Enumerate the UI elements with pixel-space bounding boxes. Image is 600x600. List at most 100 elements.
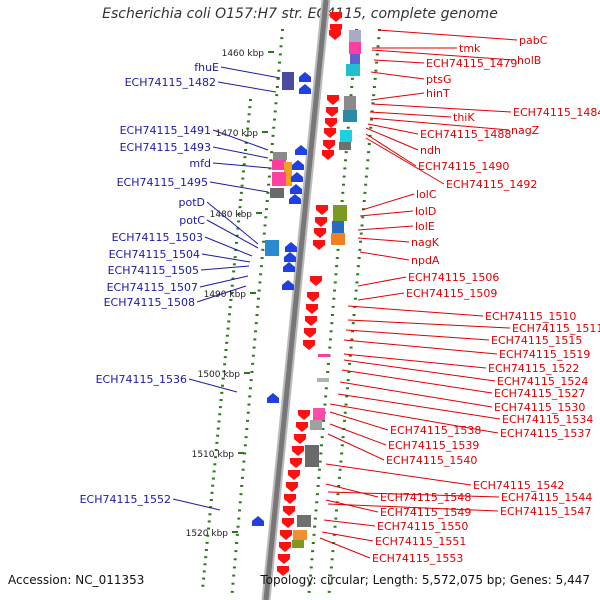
feature-block bbox=[344, 96, 356, 110]
feature-block bbox=[350, 54, 360, 64]
right-label-leader bbox=[347, 305, 484, 317]
right-gene-label: ECH74115_1527 bbox=[494, 387, 585, 400]
reverse-gene-arrow bbox=[327, 95, 339, 105]
reverse-gene-arrow bbox=[329, 30, 341, 40]
forward-gene-arrow bbox=[284, 252, 296, 262]
feature-block bbox=[349, 30, 361, 42]
right-label-leader bbox=[325, 499, 379, 513]
right-gene-label: ECH74115_1539 bbox=[388, 439, 479, 452]
feature-block bbox=[340, 130, 352, 142]
feature-block bbox=[273, 152, 287, 160]
right-gene-label: ECH74115_1548 bbox=[380, 491, 471, 504]
right-gene-label: thiK bbox=[453, 111, 475, 124]
left-gene-label: ECH74115_1495 bbox=[117, 176, 208, 189]
right-gene-label: ECH74115_1490 bbox=[418, 160, 509, 173]
scale-label: 1510 kbp bbox=[192, 450, 235, 460]
forward-gene-arrow bbox=[290, 184, 302, 194]
reverse-gene-arrow bbox=[322, 150, 334, 160]
reverse-gene-arrow bbox=[280, 530, 292, 540]
left-gene-label: ECH74115_1491 bbox=[120, 124, 211, 137]
left-gene-label: ECH74115_1508 bbox=[104, 296, 195, 309]
feature-block bbox=[293, 530, 307, 540]
reverse-gene-arrow bbox=[303, 340, 315, 350]
left-gene-label: ECH74115_1504 bbox=[109, 248, 200, 261]
right-gene-label: ECH74115_1511 bbox=[512, 322, 600, 335]
left-label-leader bbox=[217, 81, 277, 93]
right-gene-label: ECH74115_1553 bbox=[372, 552, 463, 565]
left-gene-label: potC bbox=[179, 214, 205, 227]
left-gene-label: potD bbox=[179, 196, 206, 209]
reverse-gene-arrow bbox=[324, 128, 336, 138]
forward-gene-arrow bbox=[292, 160, 304, 170]
feature-block bbox=[317, 378, 329, 382]
feature-block bbox=[349, 42, 361, 54]
right-gene-label: hinT bbox=[426, 87, 450, 100]
feature-block bbox=[310, 420, 322, 430]
reverse-gene-arrow bbox=[296, 422, 308, 432]
forward-gene-arrow bbox=[291, 172, 303, 182]
feature-block bbox=[265, 240, 279, 256]
left-gene-label: ECH74115_1507 bbox=[107, 281, 198, 294]
right-label-leader bbox=[343, 353, 487, 369]
reverse-gene-arrow bbox=[294, 434, 306, 444]
forward-gene-arrow bbox=[282, 280, 294, 290]
right-label-leader bbox=[319, 537, 371, 559]
left-label-leader bbox=[220, 66, 281, 79]
forward-gene-arrow bbox=[285, 242, 297, 252]
right-label-leader bbox=[377, 29, 518, 41]
right-label-leader bbox=[337, 393, 501, 420]
right-label-leader bbox=[359, 210, 414, 217]
reverse-gene-arrow bbox=[313, 240, 325, 250]
left-label-leader bbox=[206, 201, 259, 245]
forward-gene-arrow bbox=[289, 194, 301, 204]
right-gene-label: nagK bbox=[411, 236, 440, 249]
scale-label: 1460 kbp bbox=[222, 49, 265, 59]
feature-block bbox=[339, 142, 351, 150]
right-gene-label: tmk bbox=[459, 42, 481, 55]
right-gene-label: ECH74115_1488 bbox=[420, 128, 511, 141]
right-gene-label: ECH74115_1522 bbox=[488, 362, 579, 375]
forward-gene-arrow bbox=[283, 262, 295, 272]
left-label-leader bbox=[206, 219, 259, 249]
forward-gene-arrow bbox=[295, 145, 307, 155]
left-gene-label: mfd bbox=[189, 157, 211, 170]
right-label-leader bbox=[367, 123, 419, 135]
left-gene-label: ECH74115_1552 bbox=[80, 493, 171, 506]
right-label-leader bbox=[357, 225, 414, 231]
reverse-gene-arrow bbox=[323, 140, 335, 150]
reverse-gene-arrow bbox=[286, 482, 298, 492]
reverse-gene-arrow bbox=[278, 554, 290, 564]
scale-label: 1500 kbp bbox=[198, 370, 241, 380]
right-gene-label: ECH74115_1519 bbox=[499, 348, 590, 361]
forward-gene-arrow bbox=[267, 393, 279, 403]
genome-title: Escherichia coli O157:H7 str. EC4115, co… bbox=[102, 6, 498, 22]
reverse-gene-arrow bbox=[284, 494, 296, 504]
right-label-leader bbox=[329, 403, 499, 434]
right-label-leader bbox=[371, 103, 512, 113]
right-gene-label: lolE bbox=[415, 220, 435, 233]
right-gene-label: ECH74115_1542 bbox=[473, 479, 564, 492]
feature-block bbox=[272, 160, 286, 170]
left-label-leader bbox=[196, 285, 247, 303]
topology-text: Topology: circular; Length: 5,572,075 bp… bbox=[260, 573, 590, 587]
right-label-leader bbox=[347, 319, 511, 329]
right-label-leader bbox=[327, 433, 385, 461]
feature-block bbox=[332, 221, 344, 233]
right-label-leader bbox=[343, 359, 496, 382]
forward-gene-arrow bbox=[299, 84, 311, 94]
right-gene-label: ECH74115_1492 bbox=[446, 178, 537, 191]
right-gene-label: ECH74115_1484 bbox=[513, 106, 600, 119]
left-label-leader bbox=[212, 129, 269, 151]
reverse-gene-arrow bbox=[310, 276, 322, 286]
right-label-leader bbox=[361, 193, 415, 211]
right-gene-label: ECH74115_1547 bbox=[500, 505, 591, 518]
right-label-leader bbox=[371, 49, 516, 61]
scale-label: 1520 kbp bbox=[186, 529, 229, 539]
right-gene-label: ECH74115_1551 bbox=[375, 535, 466, 548]
reverse-gene-arrow bbox=[290, 458, 302, 468]
right-gene-label: ECH74115_1540 bbox=[386, 454, 477, 467]
reverse-gene-arrow bbox=[315, 217, 327, 227]
feature-block bbox=[284, 162, 292, 186]
left-label-leader bbox=[188, 378, 238, 393]
right-gene-label: lolD bbox=[415, 205, 436, 218]
